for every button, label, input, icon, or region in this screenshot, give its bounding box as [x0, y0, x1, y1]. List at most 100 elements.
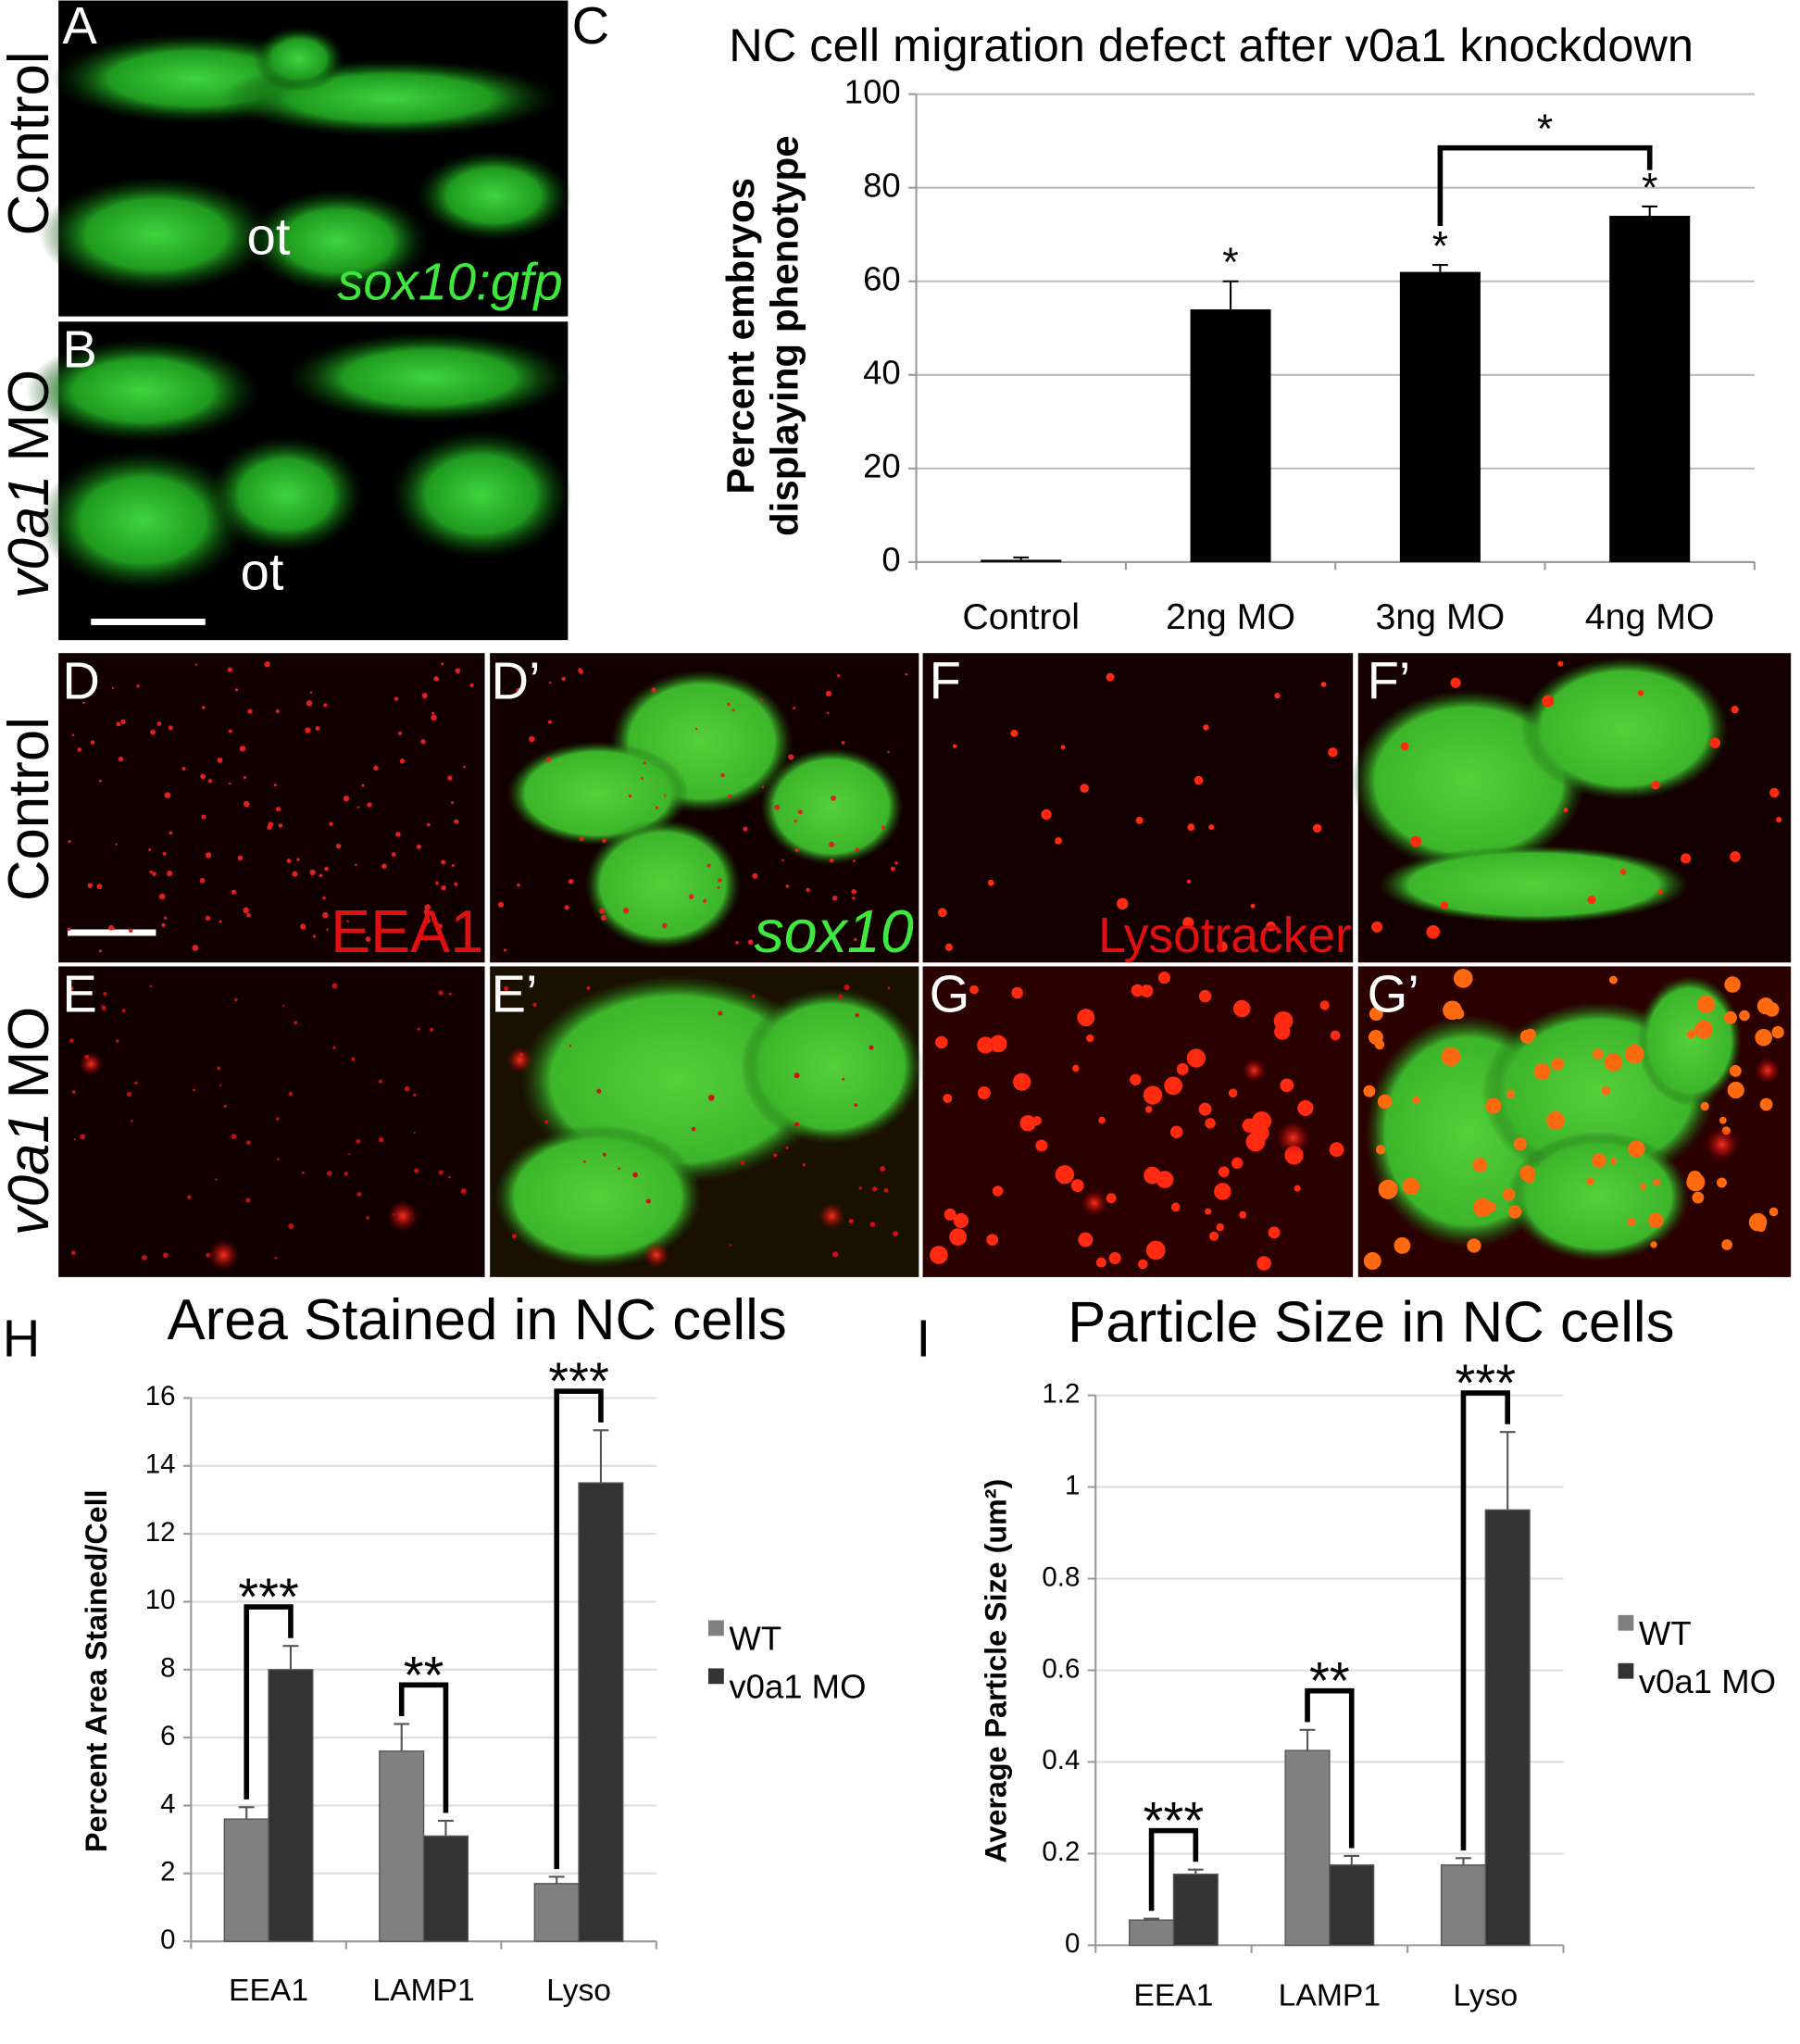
speckle: [1440, 901, 1449, 909]
significance-bracket: [1460, 1390, 1510, 1850]
speckle: [447, 775, 453, 781]
bar: [1484, 1509, 1531, 1947]
image-label: ot: [241, 542, 284, 600]
y-tick-label: 0.6: [1042, 1653, 1080, 1684]
speckle: [837, 674, 841, 678]
speckle: [1081, 1189, 1107, 1216]
speckle: [300, 923, 306, 930]
speckle: [1402, 1177, 1420, 1196]
speckle: [120, 719, 126, 725]
speckle: [1730, 851, 1741, 862]
speckle: [1696, 995, 1716, 1014]
speckle: [1268, 1226, 1281, 1239]
speckle: [422, 695, 427, 699]
speckle: [194, 663, 198, 666]
speckle: [794, 1122, 800, 1127]
speckle: [162, 851, 167, 857]
speckle: [1719, 1116, 1727, 1124]
y-tick-label: 0: [881, 541, 900, 579]
speckle: [149, 870, 153, 874]
speckle: [87, 883, 94, 888]
speckle: [1724, 976, 1741, 993]
speckle: [643, 1242, 669, 1269]
speckle: [1723, 1010, 1737, 1024]
speckle: [351, 1057, 356, 1061]
speckle: [245, 1140, 251, 1146]
cell: [494, 1124, 702, 1269]
speckle: [344, 1172, 348, 1176]
speckle: [655, 806, 659, 809]
image-label: sox10:gfp: [337, 252, 562, 310]
bar: [1399, 271, 1481, 562]
y-tick-label: 8: [160, 1653, 175, 1684]
speckle: [930, 1246, 948, 1264]
speckle: [855, 847, 859, 852]
speckle: [79, 1052, 103, 1076]
speckle: [854, 1103, 858, 1108]
speckle: [460, 1188, 467, 1195]
speckle: [703, 898, 707, 903]
speckle: [394, 696, 399, 701]
speckle: [503, 948, 507, 952]
speckle: [1170, 1202, 1181, 1212]
speckle: [96, 884, 103, 890]
bar: [422, 1835, 469, 1942]
speckle: [892, 1231, 898, 1237]
speckle: [869, 1222, 876, 1227]
bar: [1329, 1864, 1375, 1947]
y-tick-label: 0.4: [1042, 1745, 1080, 1775]
speckle: [989, 1035, 1007, 1053]
speckle: [1186, 1048, 1206, 1068]
y-axis-label: Average Particle Size (um²): [980, 1479, 1013, 1863]
speckle: [228, 782, 231, 785]
speckle: [1563, 808, 1569, 813]
speckle: [1320, 682, 1327, 687]
image-d: [58, 653, 485, 963]
speckle: [367, 802, 372, 808]
speckle: [853, 859, 856, 863]
speckle: [356, 806, 360, 809]
speckle: [952, 744, 957, 748]
speckle: [187, 1195, 192, 1199]
speckle: [309, 869, 316, 876]
speckle: [516, 688, 521, 694]
speckle: [1764, 1002, 1780, 1017]
y-axis-label: Percent embryos: [719, 178, 762, 495]
speckle: [1231, 1157, 1244, 1170]
speckle: [130, 1119, 133, 1122]
speckle: [161, 922, 166, 928]
speckle: [695, 727, 698, 731]
image-label: ot: [247, 207, 291, 265]
speckle: [1657, 889, 1663, 895]
gene-name: v0a1: [0, 1111, 61, 1235]
speckle: [728, 794, 732, 798]
panel-letter: D’: [492, 651, 541, 709]
bar: [1172, 1873, 1219, 1947]
image-label: Lysotracker: [1098, 909, 1352, 963]
row-label-rest: MO: [0, 370, 61, 461]
speckle: [1759, 1097, 1773, 1111]
speckle: [365, 936, 371, 942]
speckle: [1731, 705, 1739, 714]
speckle: [1072, 1064, 1080, 1072]
y-tick-label: 100: [844, 72, 901, 110]
speckle: [1164, 1076, 1182, 1096]
speckle: [751, 994, 756, 998]
speckle: [1681, 853, 1692, 864]
panel-letter: I: [917, 1310, 931, 1368]
speckle: [788, 754, 794, 760]
speckle: [1329, 1142, 1344, 1158]
speckle: [1727, 1081, 1744, 1099]
speckle: [1117, 897, 1129, 910]
cell: [506, 741, 689, 846]
speckle: [435, 881, 439, 885]
speckle: [1228, 1088, 1238, 1098]
speckle: [361, 784, 365, 787]
speckle: [1508, 1205, 1522, 1219]
speckle: [1739, 1009, 1750, 1022]
speckle: [108, 924, 114, 931]
speckle: [645, 1198, 651, 1204]
speckle: [735, 941, 739, 945]
x-tick-label: 4ng MO: [1585, 596, 1715, 637]
bar: [533, 1883, 580, 1942]
